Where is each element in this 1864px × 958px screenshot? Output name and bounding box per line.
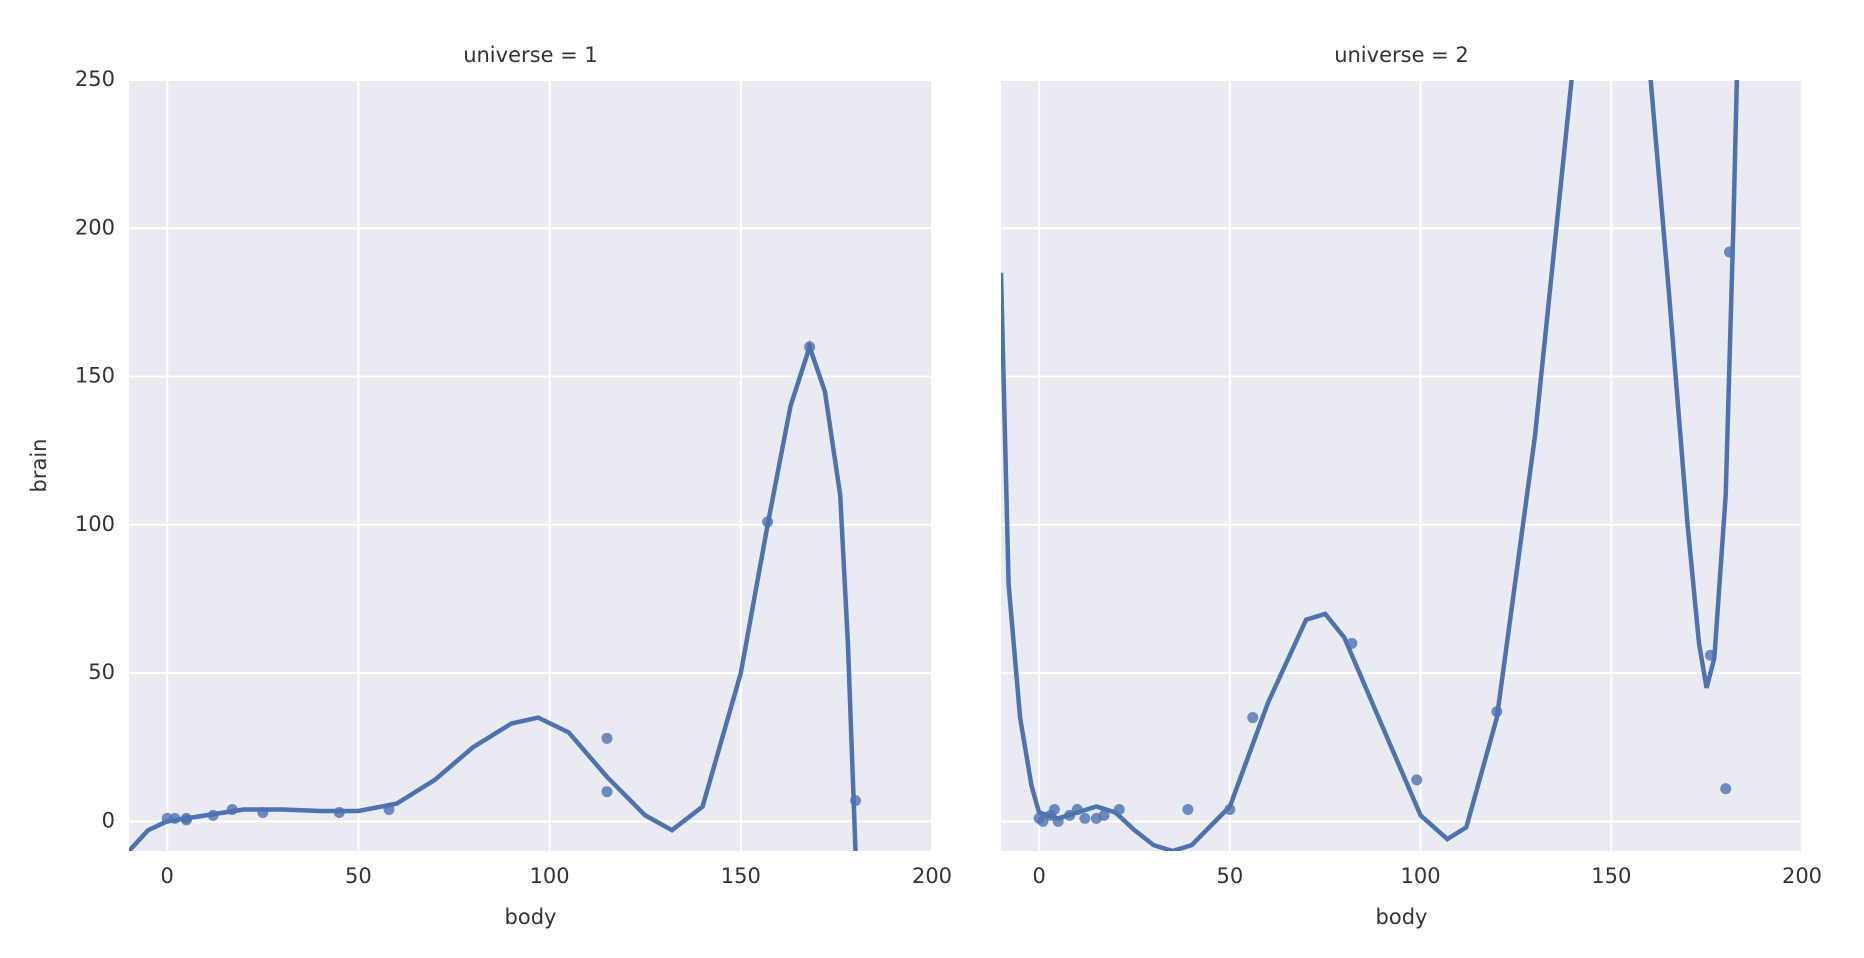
point [1048,803,1060,815]
x-tick-label: 150 [721,864,761,888]
x-tick-label: 150 [1591,864,1631,888]
panel-title: universe = 1 [463,43,598,67]
x-tick-label: 50 [1216,864,1243,888]
point [1411,774,1423,786]
y-axis-label: brain [27,439,51,493]
panel: 0 50 100 150 200 0 50 100 150 200 250 universe = 1 b… [27,43,952,929]
y-tick-label: 250 [75,67,115,91]
point [601,732,613,744]
y-tick-label: 150 [75,364,115,388]
x-axis-label: body [1376,905,1428,929]
point [1182,803,1194,815]
x-tick-label: 0 [161,864,174,888]
x-tick-label: 200 [912,864,952,888]
point [1098,809,1110,821]
point [601,786,613,798]
x-tick-label: 200 [1782,864,1822,888]
x-axis-label: body [505,905,557,929]
plot-marks [129,339,862,851]
point [1037,815,1049,827]
point [1079,812,1091,824]
panel: 0 50 100 150 200 universe = 2 body [1001,43,1822,929]
point [1720,783,1732,795]
y-tick-label: 200 [75,215,115,239]
x-tick-label: 0 [1032,864,1045,888]
fit-line [129,339,858,851]
fit-line [1001,80,1740,851]
y-tick-label: 50 [88,660,115,684]
x-tick-label: 50 [345,864,372,888]
x-tick-label: 100 [530,864,570,888]
x-tick-label: 100 [1401,864,1441,888]
y-tick-label: 100 [75,512,115,536]
plot-background [129,80,932,851]
y-tick-label: 0 [102,808,115,832]
plot-background [1001,80,1802,851]
panel-title: universe = 2 [1334,43,1469,67]
plot-marks [1001,80,1740,851]
point [1247,712,1259,724]
